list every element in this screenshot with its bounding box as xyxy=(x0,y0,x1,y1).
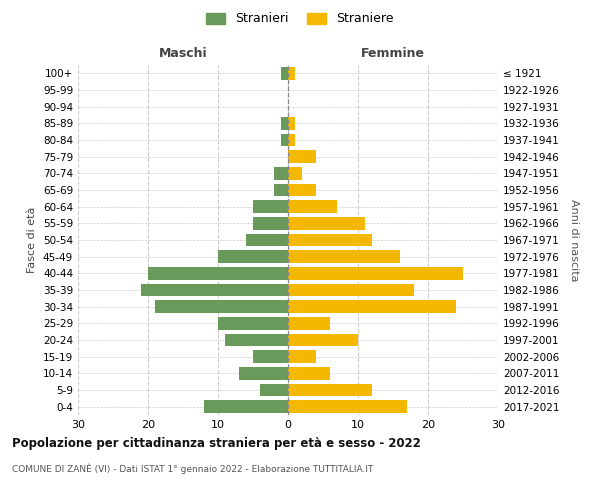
Bar xyxy=(288,234,372,246)
Bar xyxy=(141,284,288,296)
Bar xyxy=(246,234,288,246)
Bar xyxy=(274,184,288,196)
Bar xyxy=(148,267,288,280)
Bar xyxy=(253,350,288,363)
Bar xyxy=(204,400,288,413)
Bar xyxy=(218,250,288,263)
Bar xyxy=(288,300,456,313)
Bar xyxy=(288,200,337,213)
Bar xyxy=(288,134,295,146)
Bar xyxy=(288,167,302,179)
Bar xyxy=(281,117,288,130)
Bar xyxy=(288,367,330,380)
Text: COMUNE DI ZANÈ (VI) - Dati ISTAT 1° gennaio 2022 - Elaborazione TUTTITALIA.IT: COMUNE DI ZANÈ (VI) - Dati ISTAT 1° genn… xyxy=(12,464,373,474)
Bar xyxy=(288,334,358,346)
Bar xyxy=(288,284,414,296)
Bar xyxy=(288,117,295,130)
Y-axis label: Anni di nascita: Anni di nascita xyxy=(569,198,579,281)
Bar xyxy=(288,250,400,263)
Bar xyxy=(239,367,288,380)
Bar xyxy=(274,167,288,179)
Bar xyxy=(288,317,330,330)
Bar xyxy=(288,217,365,230)
Bar xyxy=(288,150,316,163)
Bar xyxy=(288,350,316,363)
Bar xyxy=(288,267,463,280)
Bar xyxy=(155,300,288,313)
Text: Popolazione per cittadinanza straniera per età e sesso - 2022: Popolazione per cittadinanza straniera p… xyxy=(12,438,421,450)
Bar xyxy=(218,317,288,330)
Bar xyxy=(225,334,288,346)
Text: Maschi: Maschi xyxy=(158,47,208,60)
Bar xyxy=(253,200,288,213)
Bar xyxy=(281,67,288,80)
Legend: Stranieri, Straniere: Stranieri, Straniere xyxy=(203,8,397,29)
Bar xyxy=(281,134,288,146)
Text: Femmine: Femmine xyxy=(361,47,425,60)
Bar xyxy=(260,384,288,396)
Y-axis label: Fasce di età: Fasce di età xyxy=(28,207,37,273)
Bar xyxy=(288,184,316,196)
Bar xyxy=(253,217,288,230)
Bar xyxy=(288,400,407,413)
Bar xyxy=(288,384,372,396)
Bar xyxy=(288,67,295,80)
